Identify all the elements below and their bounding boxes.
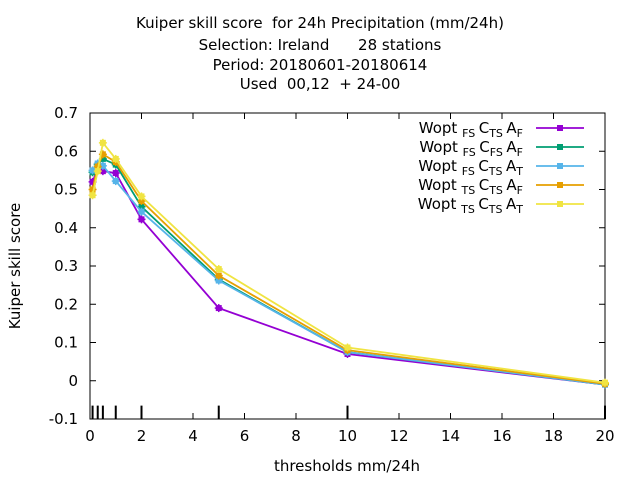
- x-tick-label: 20: [595, 427, 614, 445]
- legend-marker: [557, 182, 563, 188]
- x-tick-label: 18: [544, 427, 563, 445]
- y-tick-label: 0.2: [54, 295, 78, 313]
- x-tick-label: 16: [492, 427, 511, 445]
- legend-entry-1: Wopt FS CTS AF: [419, 119, 584, 140]
- x-tick-label: 2: [137, 427, 147, 445]
- axes: -0.1 0 0.1 0.2 0.3 0.4 0.5 0.6 0.7 0 2 4 6 8 10 12 14 16 1…: [49, 104, 615, 445]
- x-tick-label: 4: [188, 427, 198, 445]
- x-tick-label: 6: [240, 427, 250, 445]
- y-tick-label: 0.5: [54, 181, 78, 199]
- legend-entry-5: Wopt TS CTS AT: [418, 195, 584, 216]
- legend-label: Wopt TS CTS AF: [418, 176, 523, 197]
- threshold-marks: [91, 405, 606, 419]
- legend-label: Wopt FS CTS AT: [418, 157, 523, 178]
- legend-marker: [557, 201, 563, 207]
- legend-marker: [557, 163, 563, 169]
- series-4: [88, 150, 609, 388]
- legend: Wopt FS CTS AF Wopt FS CFS AF Wopt FS CT…: [418, 119, 584, 216]
- legend-label: Wopt FS CFS AF: [419, 138, 523, 159]
- legend-entry-4: Wopt TS CTS AF: [418, 176, 584, 197]
- chart-title-line-4: Used 00,12 + 24-00: [239, 75, 401, 93]
- chart-title-line-1: Kuiper skill score for 24h Precipitation…: [136, 14, 504, 32]
- x-tick-label: 0: [85, 427, 95, 445]
- series-line: [91, 140, 606, 384]
- y-tick-label: 0.3: [54, 257, 78, 275]
- y-tick-label: 0: [68, 372, 78, 390]
- y-tick-label: 0.7: [54, 104, 78, 122]
- legend-entry-2: Wopt FS CFS AF: [419, 138, 584, 159]
- legend-entry-3: Wopt FS CTS AT: [418, 157, 584, 178]
- legend-marker: [557, 144, 563, 150]
- x-tick-label: 12: [389, 427, 408, 445]
- x-tick-label: 10: [338, 427, 357, 445]
- series-3: [88, 159, 609, 389]
- series-5: [88, 138, 609, 387]
- x-axis-label: thresholds mm/24h: [274, 457, 420, 475]
- x-tick-label: 14: [441, 427, 460, 445]
- chart-title-line-3: Period: 20180601-20180614: [212, 56, 428, 74]
- x-tick-label: 8: [291, 427, 301, 445]
- chart-title-line-2: Selection: Ireland 28 stations: [198, 36, 442, 54]
- legend-marker: [557, 125, 563, 131]
- legend-label: Wopt FS CTS AF: [419, 119, 523, 140]
- legend-label: Wopt TS CTS AT: [418, 195, 523, 216]
- y-tick-label: 0.6: [54, 142, 78, 160]
- y-tick-label: -0.1: [49, 410, 78, 428]
- y-tick-label: 0.4: [54, 219, 78, 237]
- y-tick-label: 0.1: [54, 334, 78, 352]
- y-axis-label: Kuiper skill score: [6, 203, 24, 330]
- series-lines: [88, 138, 609, 389]
